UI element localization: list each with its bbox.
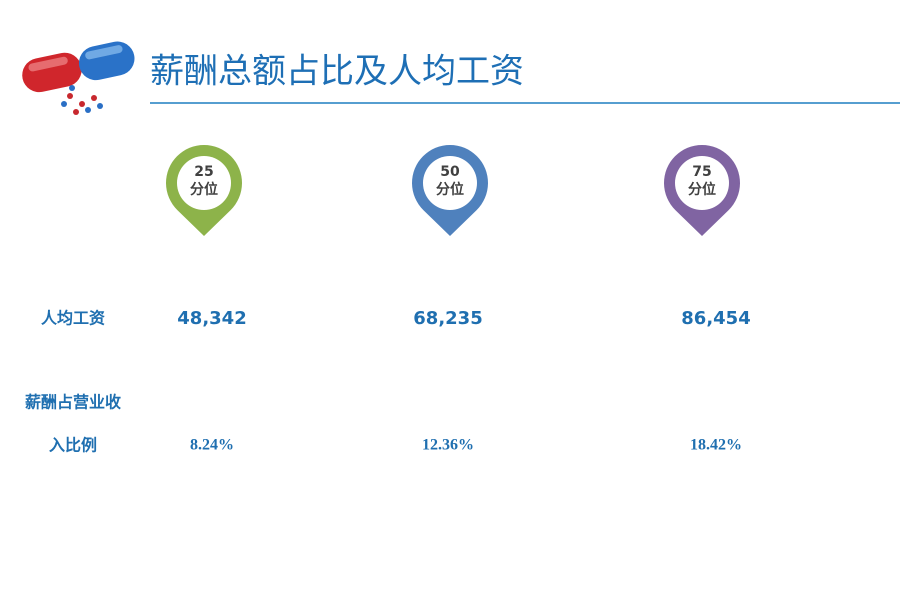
cell-value: 8.24% — [190, 437, 234, 454]
slide-title: 薪酬总额占比及人均工资 — [150, 52, 524, 92]
pin-number: 50 — [440, 164, 460, 180]
row-label: 薪酬占营业收 — [25, 393, 121, 412]
cell-value: 12.36% — [422, 437, 474, 454]
pin-number: 75 — [692, 164, 711, 180]
pin-inner — [675, 156, 729, 210]
cell-value: 86,454 — [681, 308, 750, 329]
row-label: 人均工资 — [41, 309, 105, 328]
cell-value: 48,342 — [177, 308, 246, 329]
cell-value: 68,235 — [413, 308, 482, 329]
pin-label: 分位 — [436, 181, 464, 198]
pin-label: 分位 — [190, 181, 218, 198]
pin-number: 25 — [194, 164, 213, 180]
pin-inner — [423, 156, 477, 210]
row-label: 入比例 — [49, 436, 97, 455]
pin-label: 分位 — [688, 181, 716, 198]
pin-inner — [177, 156, 231, 210]
pill-icon — [22, 41, 135, 115]
cell-value: 18.42% — [690, 437, 742, 454]
